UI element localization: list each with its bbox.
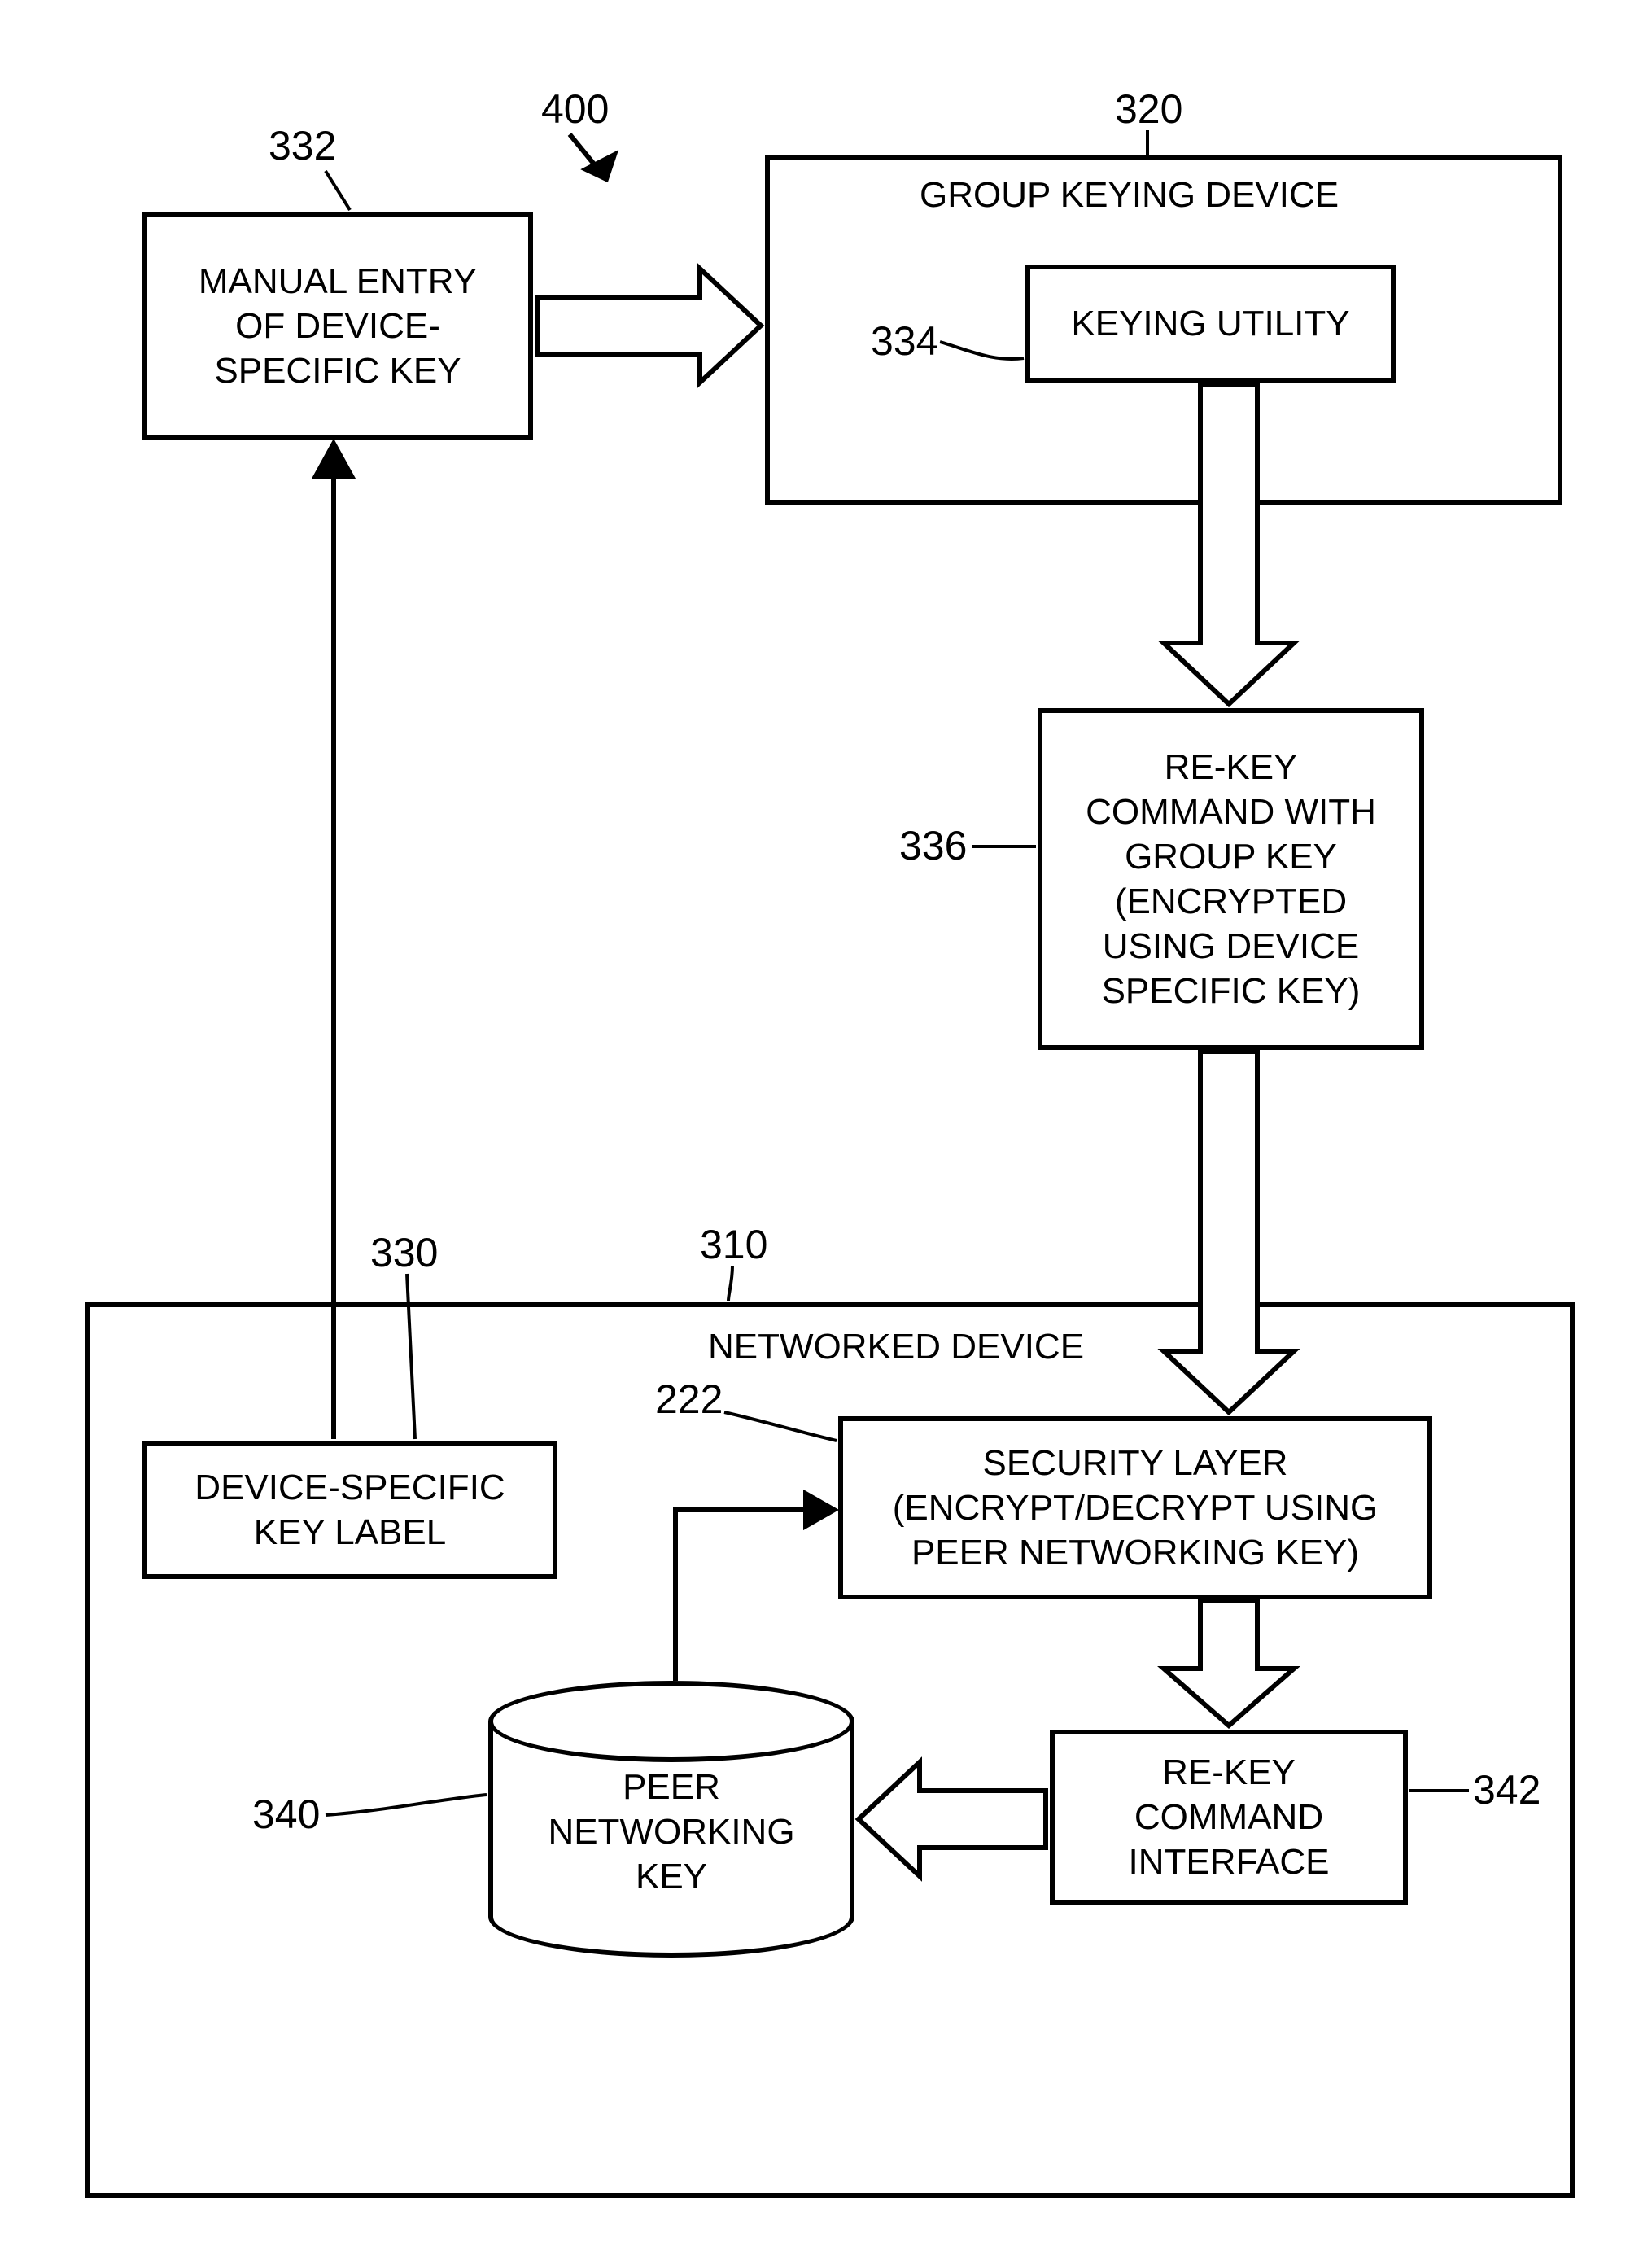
manual-entry-label: MANUAL ENTRY OF DEVICE- SPECIFIC KEY [199,259,477,393]
peer-networking-key-label: PEER NETWORKING KEY [548,1765,794,1899]
networked-device-title: NETWORKED DEVICE [708,1327,1084,1367]
ref-400: 400 [541,85,609,133]
ref-330: 330 [370,1229,438,1276]
rekey-cmd-label: RE-KEY COMMAND WITH GROUP KEY (ENCRYPTED… [1086,745,1376,1013]
ref-310: 310 [700,1221,767,1268]
arrow-keylabel-to-manual [316,444,352,1439]
group-keying-device-title: GROUP KEYING DEVICE [920,175,1339,216]
security-layer-label: SECURITY LAYER (ENCRYPT/DECRYPT USING PE… [893,1441,1379,1575]
ref-340: 340 [252,1791,320,1838]
rekey-cmd-box: RE-KEY COMMAND WITH GROUP KEY (ENCRYPTED… [1038,708,1424,1050]
device-key-label-text: DEVICE-SPECIFIC KEY LABEL [194,1465,505,1555]
ref-332: 332 [269,122,336,169]
ref-336: 336 [899,822,967,869]
arrow-manual-to-group [537,269,761,383]
diagram-canvas: GROUP KEYING DEVICE KEYING UTILITY MANUA… [0,0,1652,2266]
manual-entry-box: MANUAL ENTRY OF DEVICE- SPECIFIC KEY [142,212,533,440]
ref-222: 222 [655,1376,723,1423]
security-layer-box: SECURITY LAYER (ENCRYPT/DECRYPT USING PE… [838,1416,1432,1599]
keying-utility-box: KEYING UTILITY [1025,265,1396,383]
ref-342: 342 [1473,1766,1541,1813]
leader-332 [326,171,350,210]
leader-310 [728,1266,732,1301]
rekey-iface-label: RE-KEY COMMAND INTERFACE [1129,1750,1330,1884]
device-key-label-box: DEVICE-SPECIFIC KEY LABEL [142,1441,557,1579]
leader-400 [570,134,614,179]
ref-334: 334 [871,317,938,365]
ref-320: 320 [1115,85,1182,133]
peer-networking-key-cylinder: PEER NETWORKING KEY [488,1681,854,1958]
keying-utility-label: KEYING UTILITY [1071,301,1349,346]
rekey-iface-box: RE-KEY COMMAND INTERFACE [1050,1730,1408,1905]
